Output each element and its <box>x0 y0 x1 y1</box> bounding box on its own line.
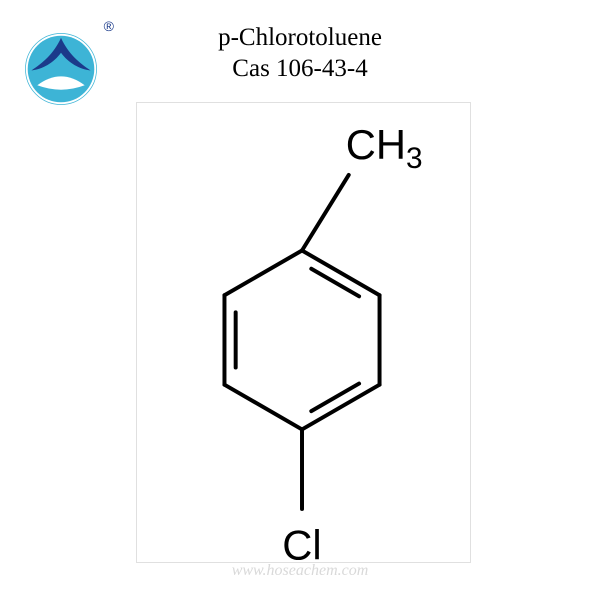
chemical-structure-svg: CH3 Cl <box>137 103 470 562</box>
structure-container: CH3 Cl <box>136 102 471 563</box>
compound-name: p-Chlorotoluene <box>0 22 600 53</box>
svg-text:CH3: CH3 <box>346 121 423 175</box>
svg-text:Cl: Cl <box>282 522 321 562</box>
header: p-Chlorotoluene Cas 106-43-4 <box>0 22 600 85</box>
bonds-group <box>224 175 379 509</box>
watermark-url: www.hoseachem.com <box>0 562 600 580</box>
cas-number: Cas 106-43-4 <box>0 53 600 84</box>
